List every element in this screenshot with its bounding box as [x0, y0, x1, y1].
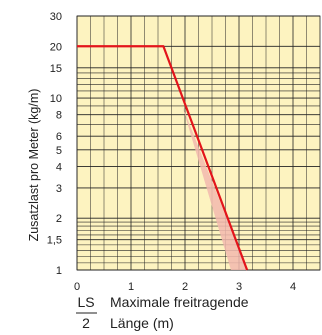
y-tick-label: 3 [56, 183, 62, 195]
x-tick-label: 0 [74, 281, 80, 293]
x-label-fraction-denominator: 2 [82, 315, 90, 331]
x-axis-label-line1: Maximale freitragende [110, 294, 249, 310]
x-axis-label-line2: Länge (m) [110, 315, 174, 331]
y-axis-label: Zusatzlast pro Meter (kg/m) [27, 89, 41, 242]
x-tick-label: 1 [128, 281, 134, 293]
y-tick-labels: 1 1,5 2 3 4 5 6 8 10 15 20 30 [47, 11, 62, 277]
y-tick-label: 20 [50, 41, 62, 53]
y-tick-label: 8 [56, 110, 62, 122]
x-tick-label: 2 [182, 281, 188, 293]
y-tick-label: 1 [56, 265, 62, 277]
y-tick-label: 6 [56, 131, 62, 143]
x-tick-label: 4 [290, 281, 296, 293]
y-tick-label: 4 [56, 161, 62, 173]
y-tick-label: 30 [50, 11, 62, 23]
x-tick-label: 3 [236, 281, 242, 293]
y-tick-label: 1,5 [47, 235, 62, 247]
x-tick-labels: 0 1 2 3 4 [74, 281, 296, 293]
x-label-fraction-numerator: LS [77, 294, 94, 310]
y-tick-label: 10 [50, 93, 62, 105]
y-tick-label: 15 [50, 63, 62, 75]
y-tick-label: 5 [56, 145, 62, 157]
y-tick-label: 2 [56, 213, 62, 225]
